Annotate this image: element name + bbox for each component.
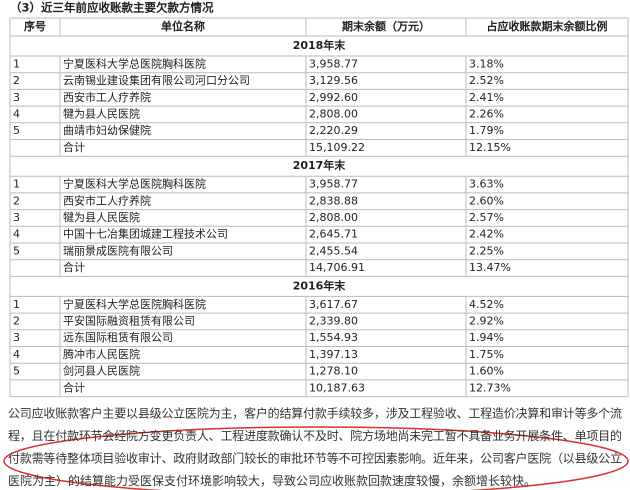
table-cell: 13.47% — [469, 261, 511, 274]
table-cell: 3.63% — [469, 178, 504, 191]
table-cell: 2,838.88 — [309, 194, 358, 207]
table-cell: 2.92% — [469, 314, 504, 327]
table-cell: 2 — [13, 314, 20, 327]
paragraph-line: 付款需等待整体项目验收审计、政府财政部门较长的审批环节等不可控因素影响。近年来，… — [8, 451, 622, 466]
table-cell: 1 — [13, 57, 20, 70]
table-cell: 3,617.67 — [309, 298, 358, 311]
paragraph-line: 医院为主）的结算能力受医保支付环境影响较大，导致公司应收账款回款速度较慢，余额增… — [8, 473, 536, 488]
table-cell: 1,397.13 — [309, 348, 358, 361]
table-cell: 西安市工人疗养院 — [63, 193, 151, 207]
table-cell: 2,339.80 — [309, 314, 358, 327]
table-cell: 3.18% — [469, 57, 504, 70]
table-cell: 2.60% — [469, 194, 504, 207]
table-cell: 合计 — [63, 380, 85, 394]
table-cell: 1.60% — [469, 365, 504, 378]
year-row: 2018年末 — [293, 38, 347, 52]
header-cell: 期末余额（万元） — [342, 19, 430, 33]
table-cell: 2,808.00 — [309, 211, 358, 224]
table-cell: 宁夏医科大学总医院胸科医院 — [63, 297, 206, 311]
table-cell: 2.42% — [469, 228, 504, 241]
header-cell: 序号 — [24, 19, 46, 33]
table-cell: 4 — [13, 348, 20, 361]
table-cell: 剑河县人民医院 — [63, 364, 140, 378]
table-cell: 3 — [13, 211, 20, 224]
table-cell: 瑞丽景成医院有限公司 — [63, 243, 173, 257]
table-cell: 4 — [13, 107, 20, 120]
table-cell: 2.26% — [469, 107, 504, 120]
year-row: 2016年末 — [293, 278, 347, 292]
table-cell: 西安市工人疗养院 — [63, 90, 151, 104]
paragraph-line: 公司应收账款客户主要以县级公立医院为主，客户的结算付款手续较多，涉及工程验收、工… — [8, 406, 622, 421]
section-title: （3）近三年前应收账款主要欠款方情况 — [10, 1, 214, 15]
table-cell: 1 — [13, 298, 20, 311]
table-cell: 1.79% — [469, 124, 504, 137]
table-cell: 3,958.77 — [309, 178, 358, 191]
table-cell: 犍为县人民医院 — [63, 106, 140, 120]
table-cell: 10,187.63 — [309, 381, 365, 394]
table-cell: 犍为县人民医院 — [63, 210, 140, 224]
table-cell: 云南锡业建设集团有限公司河口分公司 — [63, 73, 250, 87]
table-cell: 2,455.54 — [309, 244, 358, 257]
table-cell: 2.41% — [469, 91, 504, 104]
table-cell: 1.94% — [469, 331, 504, 344]
table-cell: 2,808.00 — [309, 107, 358, 120]
table-cell: 1 — [13, 178, 20, 191]
table-cell: 3,958.77 — [309, 57, 358, 70]
table-cell: 宁夏医科大学总医院胸科医院 — [63, 56, 206, 70]
table-cell: 2 — [13, 194, 20, 207]
table-cell: 14,706.91 — [309, 261, 365, 274]
table-cell: 1,554.93 — [309, 331, 358, 344]
table-cell: 平安国际融资租赁有限公司 — [63, 313, 195, 327]
table-cell: 远东国际租赁有限公司 — [63, 330, 173, 344]
table-cell: 1,278.10 — [309, 365, 358, 378]
table-cell: 曲靖市妇幼保健院 — [63, 123, 151, 137]
table-cell: 中国十七冶集团城建工程技术公司 — [63, 227, 228, 241]
table-cell: 合计 — [63, 260, 85, 274]
table-cell: 宁夏医科大学总医院胸科医院 — [63, 177, 206, 191]
table-cell: 1.75% — [469, 348, 504, 361]
year-row: 2017年末 — [293, 158, 347, 172]
table-cell: 2.52% — [469, 74, 504, 87]
table-cell: 2,220.29 — [309, 124, 358, 137]
table-cell: 2.57% — [469, 211, 504, 224]
table-cell: 合计 — [63, 140, 85, 154]
table-cell: 2,645.71 — [309, 228, 358, 241]
table-cell: 3,129.56 — [309, 74, 358, 87]
table-cell: 5 — [13, 365, 20, 378]
table-cell: 12.73% — [469, 381, 511, 394]
table-cell: 5 — [13, 244, 20, 257]
table-cell: 4.52% — [469, 298, 504, 311]
table-cell: 3 — [13, 331, 20, 344]
table-cell: 2,992.60 — [309, 91, 358, 104]
header-cell: 单位名称 — [161, 19, 205, 33]
table-cell: 4 — [13, 228, 20, 241]
table-cell: 12.15% — [469, 141, 511, 154]
paragraph-line: 程，且在付款环节会经院方变更负责人、工程进度款确认不及时、院方场地尚未完工暂不具… — [8, 428, 622, 443]
table-cell: 5 — [13, 124, 20, 137]
table-cell: 3 — [13, 91, 20, 104]
table-cell: 2.25% — [469, 244, 504, 257]
table-cell: 15,109.22 — [309, 141, 365, 154]
table-cell: 2 — [13, 74, 20, 87]
header-cell: 占应收账款期末余额比例 — [487, 19, 608, 33]
table-cell: 腾冲市人民医院 — [63, 347, 140, 361]
red-ellipse — [3, 426, 629, 490]
